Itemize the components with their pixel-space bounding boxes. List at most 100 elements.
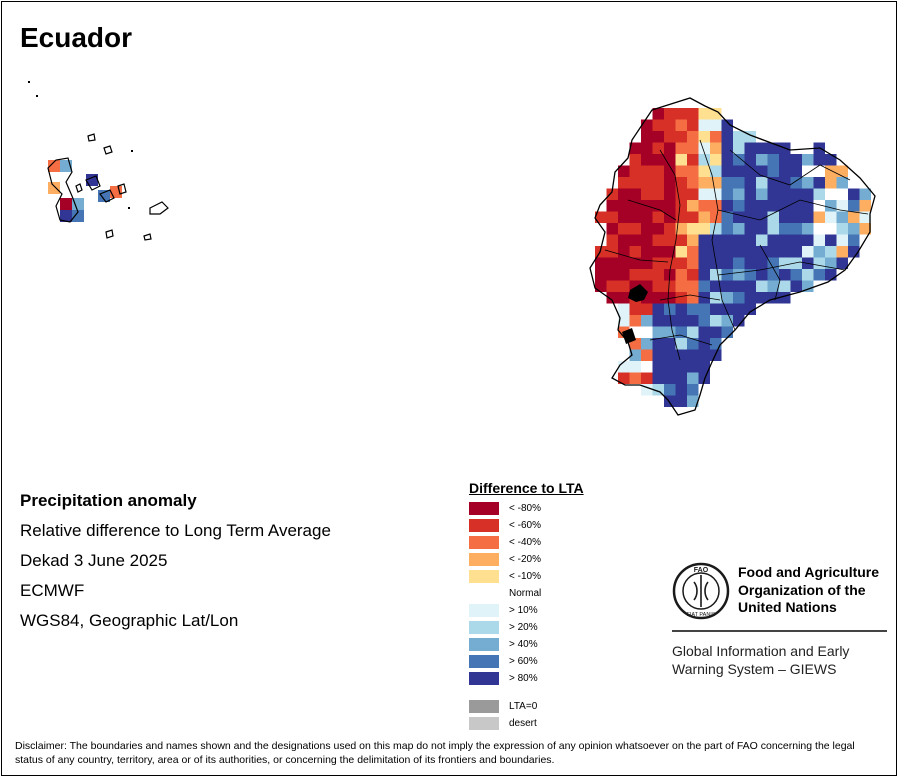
anomaly-cell: [72, 210, 84, 222]
anomaly-cell: [790, 246, 802, 258]
anomaly-cell: [652, 223, 664, 235]
anomaly-cell: [744, 131, 756, 143]
anomaly-cell: [756, 154, 768, 166]
anomaly-cell: [767, 188, 779, 200]
anomaly-cell: [652, 315, 664, 327]
anomaly-cell: [721, 269, 733, 281]
anomaly-cell: [675, 338, 687, 350]
anomaly-cell: [825, 188, 837, 200]
anomaly-cell: [641, 165, 653, 177]
fao-logo-ring: FIAT PANIS: [686, 612, 715, 618]
anomaly-cell: [767, 154, 779, 166]
anomaly-cell: [618, 292, 630, 304]
anomaly-cell: [698, 269, 710, 281]
legend-swatch: [469, 553, 499, 566]
anomaly-cell: [618, 315, 630, 327]
anomaly-cell: [652, 338, 664, 350]
anomaly-cell: [652, 326, 664, 338]
giews-line2: Warning System – GIEWS: [672, 661, 837, 677]
anomaly-cell: [641, 223, 653, 235]
anomaly-cell: [675, 269, 687, 281]
anomaly-cell: [606, 292, 618, 304]
anomaly-cell: [48, 182, 60, 194]
legend-label: > 60%: [509, 656, 538, 667]
anomaly-cell: [606, 280, 618, 292]
legend-swatch: [469, 570, 499, 583]
anomaly-cell: [721, 326, 733, 338]
anomaly-cell: [733, 303, 745, 315]
anomaly-cell: [859, 188, 871, 200]
anomaly-cell: [836, 223, 848, 235]
anomaly-cell: [825, 165, 837, 177]
anomaly-cell: [698, 119, 710, 131]
fao-name-line1: Food and Agriculture: [738, 564, 880, 580]
anomaly-cell: [652, 349, 664, 361]
anomaly-cell: [767, 223, 779, 235]
anomaly-cell: [836, 246, 848, 258]
anomaly-cell: [721, 142, 733, 154]
anomaly-cell: [802, 211, 814, 223]
anomaly-cell: [721, 303, 733, 315]
anomaly-cell: [687, 257, 699, 269]
anomaly-cell: [744, 223, 756, 235]
anomaly-cell: [641, 234, 653, 246]
anomaly-cell: [687, 177, 699, 189]
anomaly-cell: [698, 188, 710, 200]
anomaly-cell: [664, 154, 676, 166]
anomaly-cell: [721, 315, 733, 327]
anomaly-cell: [721, 131, 733, 143]
anomaly-cell: [721, 165, 733, 177]
anomaly-cell: [606, 188, 618, 200]
anomaly-cell: [779, 223, 791, 235]
anomaly-cell: [606, 223, 618, 235]
anomaly-cell: [698, 200, 710, 212]
anomaly-cell: [629, 142, 641, 154]
anomaly-cell: [744, 303, 756, 315]
anomaly-cell: [779, 246, 791, 258]
legend-swatch: [469, 502, 499, 515]
anomaly-cell: [629, 234, 641, 246]
anomaly-cell: [687, 303, 699, 315]
anomaly-cell: [733, 269, 745, 281]
anomaly-cell: [813, 223, 825, 235]
anomaly-cell: [813, 269, 825, 281]
fao-logo-text: FAO: [694, 567, 709, 574]
legend-swatch: [469, 519, 499, 532]
anomaly-cell: [664, 223, 676, 235]
anomaly-cell: [687, 131, 699, 143]
anomaly-cell: [802, 280, 814, 292]
anomaly-cell: [652, 384, 664, 396]
anomaly-cell: [733, 280, 745, 292]
anomaly-cell: [687, 384, 699, 396]
legend-item: > 10%: [469, 602, 584, 619]
legend-item: > 80%: [469, 670, 584, 687]
anomaly-cell: [641, 269, 653, 281]
anomaly-cell: [687, 211, 699, 223]
anomaly-cell: [110, 186, 122, 198]
anomaly-cell: [721, 246, 733, 258]
anomaly-cell: [744, 292, 756, 304]
anomaly-cell: [744, 200, 756, 212]
anomaly-cell: [687, 338, 699, 350]
anomaly-cell: [779, 280, 791, 292]
anomaly-cell: [836, 234, 848, 246]
anomaly-cell: [756, 177, 768, 189]
anomaly-cell: [629, 165, 641, 177]
anomaly-cell: [813, 165, 825, 177]
anomaly-cell: [767, 246, 779, 258]
anomaly-cell: [721, 280, 733, 292]
anomaly-cell: [848, 177, 860, 189]
legend-swatch: [469, 655, 499, 668]
anomaly-cell: [629, 246, 641, 258]
anomaly-cell: [687, 372, 699, 384]
anomaly-cell: [687, 246, 699, 258]
anomaly-cell: [652, 131, 664, 143]
anomaly-cell: [687, 119, 699, 131]
anomaly-cell: [675, 200, 687, 212]
anomaly-cell: [698, 246, 710, 258]
anomaly-cell: [767, 211, 779, 223]
anomaly-cell: [802, 200, 814, 212]
legend-title: Difference to LTA: [469, 480, 584, 496]
anomaly-cell: [733, 165, 745, 177]
anomaly-cell: [664, 326, 676, 338]
